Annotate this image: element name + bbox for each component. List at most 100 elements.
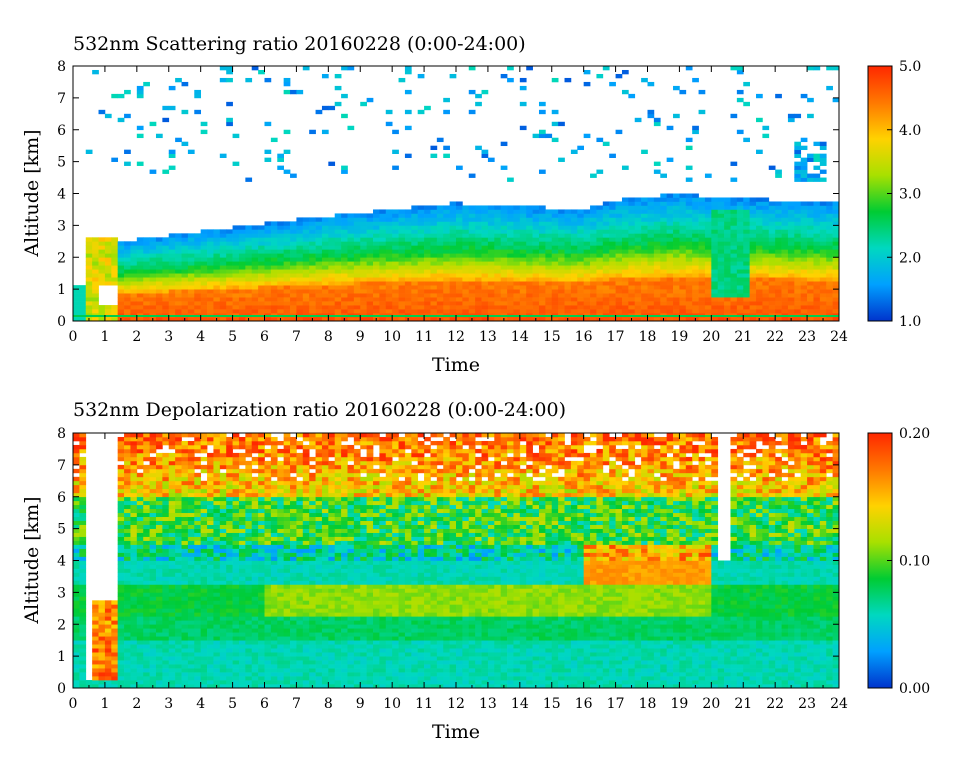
heatmap-cell	[92, 660, 99, 665]
heatmap-cell	[532, 297, 540, 302]
heatmap-cell	[187, 536, 195, 541]
heatmap-cell	[347, 293, 355, 298]
heatmap-cell	[456, 205, 463, 210]
heatmap-cell	[736, 217, 744, 222]
heatmap-cell	[443, 301, 450, 306]
heatmap-cell	[117, 448, 125, 454]
heatmap-cell	[468, 241, 476, 246]
heatmap-cell	[130, 277, 138, 282]
heatmap-cell	[251, 305, 259, 310]
heatmap-cell	[609, 225, 616, 230]
heatmap-cell	[162, 460, 170, 466]
heatmap-cell	[309, 129, 316, 135]
heatmap-cell	[79, 480, 87, 486]
heatmap-cell	[162, 516, 170, 521]
heatmap-cell	[628, 241, 636, 246]
heatmap-cell	[226, 556, 233, 561]
heatmap-cell	[79, 433, 87, 438]
heatmap-cell	[341, 293, 348, 298]
heatmap-cell	[717, 305, 725, 310]
heatmap-cell	[155, 444, 163, 450]
heatmap-cell	[175, 664, 182, 669]
heatmap-cell	[417, 257, 425, 262]
heatmap-cell	[577, 225, 585, 230]
heatmap-cell	[800, 309, 808, 314]
heatmap-cell	[794, 285, 802, 290]
heatmap-cell	[494, 257, 502, 262]
heatmap-cell	[602, 265, 610, 270]
heatmap-cell	[519, 217, 527, 222]
heatmap-cell	[507, 265, 514, 270]
heatmap-cell	[302, 229, 310, 234]
heatmap-cell	[653, 265, 661, 270]
heatmap-cell	[79, 472, 87, 478]
heatmap-cell	[181, 237, 189, 242]
heatmap-cell	[826, 225, 833, 230]
heatmap-cell	[283, 237, 291, 242]
heatmap-cell	[143, 652, 150, 657]
heatmap-cell	[130, 640, 138, 645]
heatmap-cell	[168, 105, 176, 111]
heatmap-cell	[117, 241, 125, 246]
heatmap-cell	[685, 249, 693, 254]
heatmap-cell	[213, 436, 221, 442]
heatmap-cell	[315, 281, 323, 286]
heatmap-cell	[143, 265, 150, 270]
heatmap-cell	[226, 472, 233, 478]
heatmap-cell	[602, 301, 610, 306]
heatmap-cell	[800, 289, 808, 294]
heatmap-cell	[813, 261, 821, 266]
heatmap-cell	[213, 440, 221, 446]
heatmap-cell	[392, 209, 399, 214]
heatmap-cell	[487, 261, 495, 266]
heatmap-cell	[175, 496, 182, 502]
heatmap-cell	[347, 297, 355, 302]
heatmap-cell	[711, 249, 719, 254]
heatmap-cell	[130, 444, 138, 450]
heatmap-cell	[104, 257, 112, 262]
heatmap-cell	[155, 452, 163, 458]
heatmap-cell	[79, 684, 87, 689]
heatmap-cell	[800, 277, 808, 282]
heatmap-cell	[756, 245, 763, 250]
heatmap-cell	[519, 293, 527, 298]
heatmap-cell	[213, 648, 221, 653]
heatmap-cell	[628, 309, 636, 314]
heatmap-cell	[226, 516, 233, 521]
heatmap-cell	[564, 309, 572, 314]
heatmap-cell	[641, 237, 648, 242]
heatmap-cell	[775, 173, 782, 178]
heatmap-cell	[660, 205, 667, 210]
heatmap-cell	[219, 680, 227, 685]
heatmap-cell	[596, 269, 604, 274]
heatmap-cell	[187, 676, 195, 681]
heatmap-cell	[494, 217, 502, 222]
heatmap-cell	[251, 261, 259, 266]
heatmap-cell	[149, 121, 157, 127]
heatmap-cell	[404, 309, 412, 314]
heatmap-cell	[570, 317, 578, 322]
heatmap-cell	[226, 664, 233, 669]
heatmap-cell	[768, 209, 776, 214]
heatmap-cell	[117, 289, 125, 294]
heatmap-cell	[532, 293, 540, 298]
heatmap-cell	[756, 205, 763, 210]
heatmap-cell	[621, 225, 629, 230]
heatmap-cell	[398, 261, 406, 266]
heatmap-cell	[226, 229, 233, 234]
heatmap-cell	[717, 205, 725, 210]
heatmap-cell	[692, 257, 699, 262]
heatmap-cell	[130, 632, 138, 637]
heatmap-cell	[98, 612, 106, 617]
heatmap-cell	[181, 588, 189, 593]
heatmap-cell	[583, 273, 591, 278]
heatmap-cell	[200, 672, 208, 677]
heatmap-cell	[819, 221, 827, 226]
heatmap-cell	[181, 520, 189, 525]
heatmap-cell	[468, 229, 476, 234]
heatmap-cell	[149, 612, 157, 617]
heatmap-cell	[704, 201, 712, 206]
heatmap-cell	[213, 492, 221, 498]
heatmap-cell	[213, 612, 221, 617]
heatmap-cell	[468, 249, 476, 254]
